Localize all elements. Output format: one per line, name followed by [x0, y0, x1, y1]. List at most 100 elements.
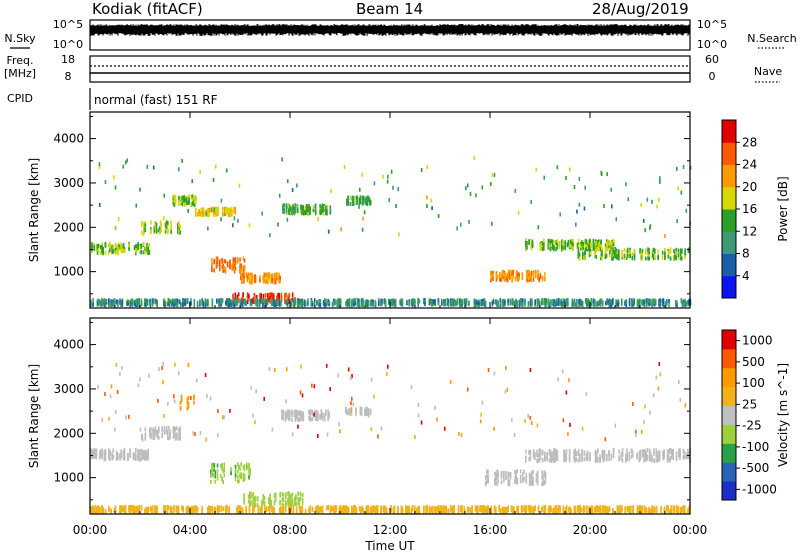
- velocity-pixel: [519, 474, 522, 479]
- power-pixel: [548, 238, 551, 243]
- power-pixel: [208, 208, 211, 213]
- power-pixel: [661, 301, 664, 306]
- power-pixel: [549, 247, 552, 252]
- velocity-pixel: [507, 478, 510, 483]
- power-echo-region: [282, 203, 332, 216]
- power-pixel: [529, 277, 531, 282]
- power-pixel: [243, 267, 246, 272]
- velocity-pixel: [366, 406, 368, 411]
- power-pixel: [538, 277, 540, 282]
- power-pixel: [679, 248, 682, 253]
- power-pixel: [102, 300, 104, 305]
- power-pixel: [496, 301, 498, 306]
- power-pixel: [518, 299, 521, 304]
- power-echo-region: [577, 247, 690, 261]
- power-pixel: [250, 272, 252, 277]
- power-pixel: [581, 303, 584, 308]
- power-pixel: [305, 210, 308, 215]
- power-pixel: [147, 244, 149, 249]
- power-pixel: [480, 300, 482, 305]
- power-pixel: [247, 272, 250, 277]
- power-pixel: [273, 302, 275, 307]
- power-pixel: [578, 253, 581, 258]
- velocity-pixel: [284, 411, 287, 416]
- power-pixel: [271, 280, 274, 285]
- velocity-pixel: [238, 464, 240, 469]
- velocity-pixel: [579, 453, 581, 458]
- power-pixel: [338, 298, 341, 303]
- power-pixel: [174, 195, 177, 200]
- velocity-pixel: [503, 478, 505, 483]
- freq-tick-top: 18: [61, 53, 75, 66]
- power-pixel: [111, 299, 113, 304]
- power-pixel: [206, 209, 208, 214]
- power-pixel: [140, 298, 143, 303]
- power-pixel: [684, 248, 686, 253]
- velocity-pixel: [127, 453, 129, 458]
- power-pixel: [129, 300, 131, 305]
- velocity-pixel: [179, 405, 182, 410]
- power-pixel: [277, 292, 279, 297]
- velocity-pixel: [111, 456, 113, 461]
- velocity-pixel: [248, 474, 250, 479]
- power-pixel: [137, 241, 139, 246]
- power-pixel: [571, 298, 574, 303]
- power-pixel: [585, 243, 588, 248]
- power-pixel: [291, 292, 294, 297]
- power-pixel: [550, 239, 553, 244]
- velocity-pixel: [514, 479, 516, 484]
- velocity-pixel: [544, 480, 547, 485]
- power-pixel: [144, 250, 146, 255]
- power-pixel: [657, 249, 659, 254]
- velocity-pixel: [161, 428, 163, 433]
- power-pixel: [351, 299, 353, 304]
- power-pixel: [294, 300, 297, 305]
- power-pixel: [228, 207, 231, 212]
- power-pixel: [679, 256, 682, 261]
- power-pixel: [465, 299, 468, 304]
- power-pixel: [286, 303, 289, 308]
- power-pixel: [219, 267, 221, 272]
- velocity-pixel: [365, 411, 367, 416]
- power-pixel: [246, 278, 249, 283]
- power-pixel: [256, 298, 259, 303]
- power-pixel: [227, 298, 229, 303]
- power-pixel: [614, 247, 617, 252]
- velocity-pixel: [310, 409, 312, 414]
- power-pixel: [367, 198, 370, 203]
- power-pixel: [584, 241, 587, 246]
- velocity-pixel: [254, 503, 257, 508]
- power-pixel: [509, 275, 511, 280]
- power-pixel: [210, 207, 213, 212]
- power-pixel: [388, 298, 390, 303]
- power-pixel: [300, 302, 302, 307]
- power-pixel: [178, 198, 180, 203]
- power-scatter-pixel: [213, 207, 215, 212]
- power-pixel: [590, 298, 593, 303]
- power-pixel: [418, 299, 421, 304]
- velocity-pixel: [359, 409, 362, 414]
- power-pixel: [207, 302, 209, 307]
- power-pixel: [629, 249, 631, 254]
- power-pixel: [250, 277, 252, 282]
- velocity-pixel: [274, 492, 277, 497]
- velocity-pixel: [288, 493, 290, 498]
- power-pixel: [262, 275, 265, 280]
- velocity-pixel: [172, 428, 175, 433]
- velocity-pixel: [101, 448, 103, 453]
- velocity-pixel: [537, 458, 539, 463]
- power-pixel: [491, 300, 494, 305]
- power-pixel: [394, 298, 397, 303]
- power-pixel: [531, 241, 534, 246]
- power-scatter-pixel: [578, 176, 581, 181]
- velocity-pixel: [290, 497, 293, 502]
- velocity-pixel: [536, 481, 539, 486]
- power-pixel: [240, 301, 243, 306]
- power-pixel: [226, 207, 229, 212]
- power-pixel: [138, 302, 140, 307]
- power-pixel: [144, 223, 147, 228]
- velocity-echo-region: [179, 394, 195, 411]
- power-pixel: [601, 256, 603, 261]
- power-pixel: [529, 301, 532, 306]
- power-pixel: [357, 299, 360, 304]
